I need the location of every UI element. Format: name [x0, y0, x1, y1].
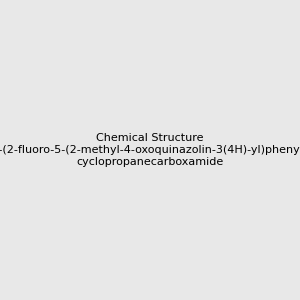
Text: Chemical Structure
N-(2-fluoro-5-(2-methyl-4-oxoquinazolin-3(4H)-yl)phenyl)
cycl: Chemical Structure N-(2-fluoro-5-(2-meth…: [0, 134, 300, 166]
